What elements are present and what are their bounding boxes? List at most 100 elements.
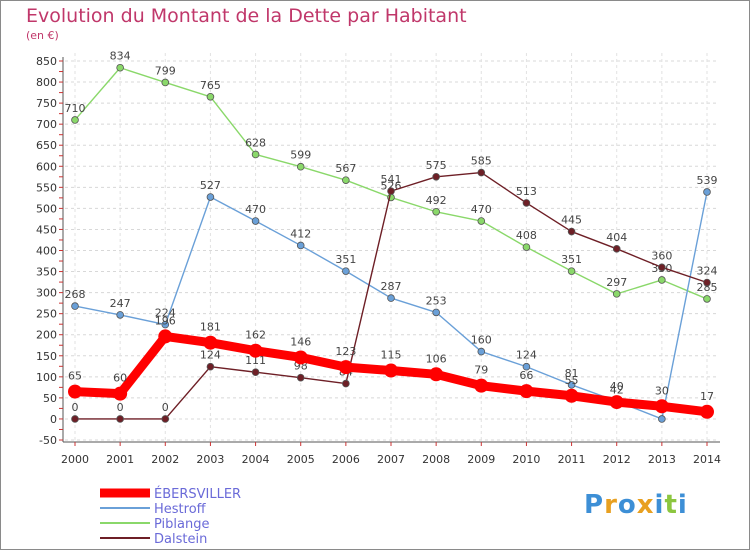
y-tick-label: 500	[36, 202, 57, 215]
data-point	[703, 278, 711, 287]
data-point	[113, 386, 128, 401]
x-tick-label: 2008	[422, 453, 450, 466]
data-label: 539	[697, 174, 718, 187]
data-point	[567, 267, 576, 275]
data-label: 470	[245, 203, 266, 216]
data-point	[158, 329, 173, 344]
data-label: 287	[381, 280, 402, 293]
data-label: 60	[113, 372, 127, 385]
data-label: 408	[516, 229, 537, 242]
data-label: 40	[610, 380, 624, 393]
data-label: 324	[697, 265, 718, 278]
data-label: 710	[65, 102, 86, 115]
data-label: 628	[245, 136, 266, 149]
data-point	[206, 362, 215, 371]
data-point	[296, 162, 305, 171]
y-tick-label: 600	[36, 160, 57, 173]
x-tick-label: 2006	[332, 453, 360, 466]
y-tick-label: 50	[43, 392, 57, 405]
y-tick-label: 150	[36, 350, 57, 363]
y-tick-label: 0	[50, 413, 57, 426]
data-point	[384, 363, 398, 378]
data-point	[429, 367, 444, 382]
x-tick-label: 2014	[693, 453, 721, 466]
legend-label: Hestroff	[154, 502, 207, 517]
data-label: 17	[700, 390, 714, 403]
data-label: 404	[606, 231, 627, 244]
data-point	[567, 381, 576, 389]
y-tick-label: -50	[39, 434, 57, 447]
y-tick-label: 350	[36, 266, 57, 279]
data-point	[203, 335, 218, 350]
data-label: 196	[155, 314, 176, 327]
data-point	[477, 168, 486, 177]
proxiti-logo: Proxiti	[584, 490, 688, 520]
data-point	[432, 207, 440, 216]
y-tick-label: 750	[36, 97, 57, 110]
y-tick-label: 700	[36, 118, 57, 131]
data-label: 65	[68, 370, 82, 383]
data-point	[71, 116, 79, 124]
data-label: 799	[155, 64, 176, 77]
data-label: 599	[290, 149, 311, 162]
data-label: 146	[290, 335, 311, 348]
data-point	[703, 295, 711, 303]
data-point	[658, 415, 666, 423]
data-label: 585	[471, 155, 492, 168]
data-label: 123	[335, 345, 356, 358]
y-tick-label: 450	[36, 223, 57, 236]
data-point	[609, 395, 624, 410]
legend-label: Piblange	[154, 517, 210, 532]
y-tick-label: 550	[36, 181, 57, 194]
data-point	[522, 243, 531, 251]
x-tick-label: 2011	[558, 453, 586, 466]
data-point	[477, 347, 486, 356]
data-label: 765	[200, 79, 221, 92]
data-point	[432, 173, 440, 181]
data-label: 160	[471, 334, 492, 347]
data-point	[338, 360, 353, 375]
data-label: 445	[561, 214, 582, 227]
x-tick-label: 2003	[196, 453, 224, 466]
data-label: 253	[426, 294, 447, 307]
y-tick-label: 250	[36, 308, 57, 321]
data-label: 513	[516, 185, 537, 198]
data-point	[612, 290, 621, 298]
data-label: 181	[200, 321, 221, 334]
data-point	[567, 227, 576, 236]
data-label: 268	[65, 288, 86, 301]
series-dalstein: 0001241119884541575585513445404360324	[71, 155, 718, 423]
series-ébersviller: 65 60 196 181 162 146 123 115 106 79 66 55 40 30 17	[68, 314, 714, 419]
legend-label: ÉBERSVILLER	[154, 486, 241, 502]
data-point	[474, 378, 489, 393]
data-point	[658, 276, 666, 284]
data-label: 124	[200, 349, 221, 362]
data-point	[519, 384, 534, 399]
data-point	[700, 404, 714, 419]
legend-label: Dalstein	[154, 532, 207, 547]
data-label: 575	[426, 159, 447, 172]
data-point	[432, 308, 440, 317]
data-label: 567	[335, 162, 356, 175]
data-point	[248, 343, 263, 358]
data-label: 527	[200, 179, 221, 192]
data-point	[116, 311, 124, 319]
x-tick-label: 2007	[377, 453, 405, 466]
data-label: 0	[162, 401, 169, 414]
data-point	[658, 263, 666, 272]
data-label: 224	[155, 307, 176, 320]
chart-title: Evolution du Montant de la Dette par Hab…	[26, 5, 467, 27]
data-point	[71, 415, 79, 423]
data-point	[703, 188, 711, 196]
data-point	[387, 294, 395, 302]
data-label: 115	[381, 349, 402, 362]
data-label: 124	[516, 349, 537, 362]
x-tick-label: 2010	[512, 453, 540, 466]
data-label: 412	[290, 227, 311, 240]
x-tick-label: 2000	[61, 453, 89, 466]
data-point	[522, 362, 531, 371]
data-point	[342, 176, 350, 184]
